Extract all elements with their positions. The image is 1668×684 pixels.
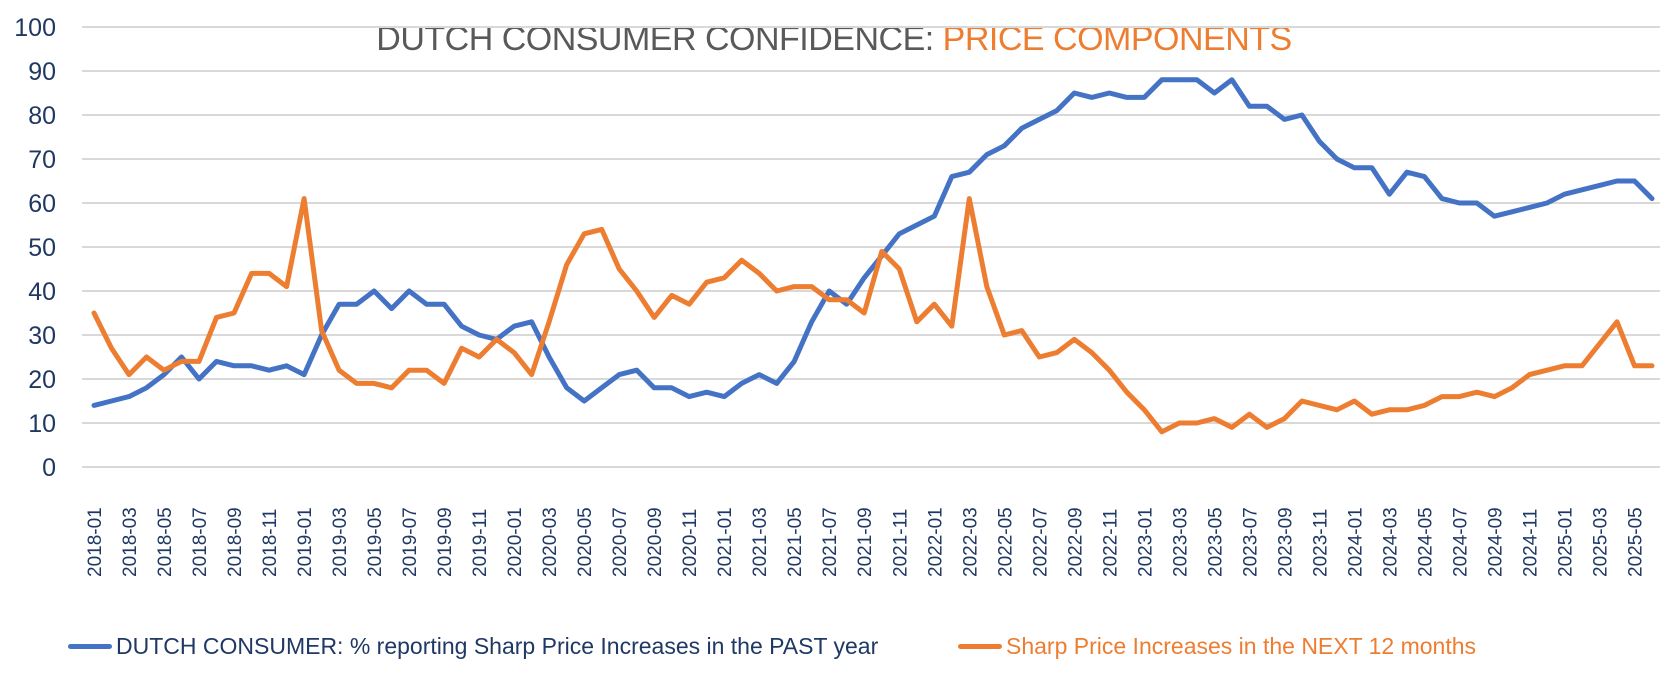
x-tick-label: 2025-01 xyxy=(1555,507,1576,577)
y-tick-label: 30 xyxy=(28,322,56,350)
y-tick-label: 60 xyxy=(28,190,56,218)
x-tick-label: 2023-03 xyxy=(1170,507,1191,577)
x-tick-label: 2025-05 xyxy=(1625,507,1646,577)
x-tick-label: 2024-05 xyxy=(1415,507,1436,577)
y-tick-label: 10 xyxy=(28,410,56,438)
legend-swatch-orange xyxy=(958,644,1002,649)
x-tick-label: 2022-01 xyxy=(925,507,946,577)
x-tick-label: 2025-03 xyxy=(1590,507,1611,577)
x-tick-label: 2020-07 xyxy=(610,507,631,577)
x-tick-label: 2021-09 xyxy=(855,507,876,577)
legend-label-past-year: DUTCH CONSUMER: % reporting Sharp Price … xyxy=(116,633,879,659)
legend-swatch-blue xyxy=(68,644,112,649)
x-tick-label: 2024-07 xyxy=(1450,507,1471,577)
legend-label-next-12-months: Sharp Price Increases in the NEXT 12 mon… xyxy=(1006,633,1477,659)
y-tick-label: 80 xyxy=(28,102,56,130)
y-tick-label: 50 xyxy=(28,234,56,262)
x-axis-ticks: 2018-01 2018-03 2018-05 2018-07 2018-09 2018-… xyxy=(85,507,1646,577)
x-tick-label: 2019-05 xyxy=(365,507,386,577)
x-tick-label: 2022-07 xyxy=(1030,507,1051,577)
x-tick-label: 2018-03 xyxy=(120,507,141,577)
x-tick-label: 2018-11 xyxy=(260,509,281,577)
y-tick-label: 40 xyxy=(28,278,56,306)
y-tick-label: 0 xyxy=(42,454,56,482)
x-tick-label: 2020-09 xyxy=(645,507,666,577)
x-tick-label: 2019-03 xyxy=(330,507,351,577)
x-tick-label: 2024-03 xyxy=(1380,507,1401,577)
x-tick-label: 2018-09 xyxy=(225,507,246,577)
x-tick-label: 2021-11 xyxy=(890,509,911,577)
x-tick-label: 2022-03 xyxy=(960,507,981,577)
x-tick-label: 2021-05 xyxy=(785,507,806,577)
legend: DUTCH CONSUMER: % reporting Sharp Price … xyxy=(0,633,1668,667)
x-tick-label: 2020-01 xyxy=(505,507,526,577)
x-tick-label: 2018-05 xyxy=(155,507,176,577)
x-tick-label: 2019-01 xyxy=(295,507,316,577)
y-axis-ticks: 0 10 20 30 40 50 60 70 80 90 100 xyxy=(14,14,56,482)
x-tick-label: 2024-09 xyxy=(1485,507,1506,577)
x-tick-label: 2021-07 xyxy=(820,507,841,577)
x-tick-label: 2024-01 xyxy=(1345,507,1366,577)
series-line-past-year xyxy=(91,77,1655,408)
x-tick-label: 2022-11 xyxy=(1100,509,1121,577)
y-tick-label: 90 xyxy=(28,58,56,86)
series-line-next-12-months xyxy=(91,196,1655,435)
x-tick-label: 2023-11 xyxy=(1310,509,1331,577)
x-tick-label: 2023-01 xyxy=(1135,507,1156,577)
x-tick-label: 2020-11 xyxy=(680,509,701,577)
y-tick-label: 70 xyxy=(28,146,56,174)
x-tick-label: 2024-11 xyxy=(1520,509,1541,577)
x-tick-label: 2023-05 xyxy=(1205,507,1226,577)
x-tick-label: 2023-09 xyxy=(1275,507,1296,577)
x-tick-label: 2021-03 xyxy=(750,507,771,577)
x-tick-label: 2018-07 xyxy=(190,507,211,577)
x-tick-label: 2022-09 xyxy=(1065,507,1086,577)
legend-item-next-12-months: Sharp Price Increases in the NEXT 12 mon… xyxy=(958,633,1476,660)
x-tick-label: 2022-05 xyxy=(995,507,1016,577)
gridlines xyxy=(82,26,1660,468)
x-tick-label: 2019-07 xyxy=(400,507,421,577)
y-tick-label: 100 xyxy=(14,14,56,42)
y-tick-label: 20 xyxy=(28,366,56,394)
series-lines xyxy=(91,77,1655,435)
x-tick-label: 2023-07 xyxy=(1240,507,1261,577)
x-tick-label: 2020-03 xyxy=(540,507,561,577)
x-tick-label: 2021-01 xyxy=(715,507,736,577)
legend-item-past-year: DUTCH CONSUMER: % reporting Sharp Price … xyxy=(68,633,878,660)
x-tick-label: 2019-11 xyxy=(470,509,491,577)
x-tick-label: 2019-09 xyxy=(435,507,456,577)
x-tick-label: 2018-01 xyxy=(85,507,106,577)
x-tick-label: 2020-05 xyxy=(575,507,596,577)
